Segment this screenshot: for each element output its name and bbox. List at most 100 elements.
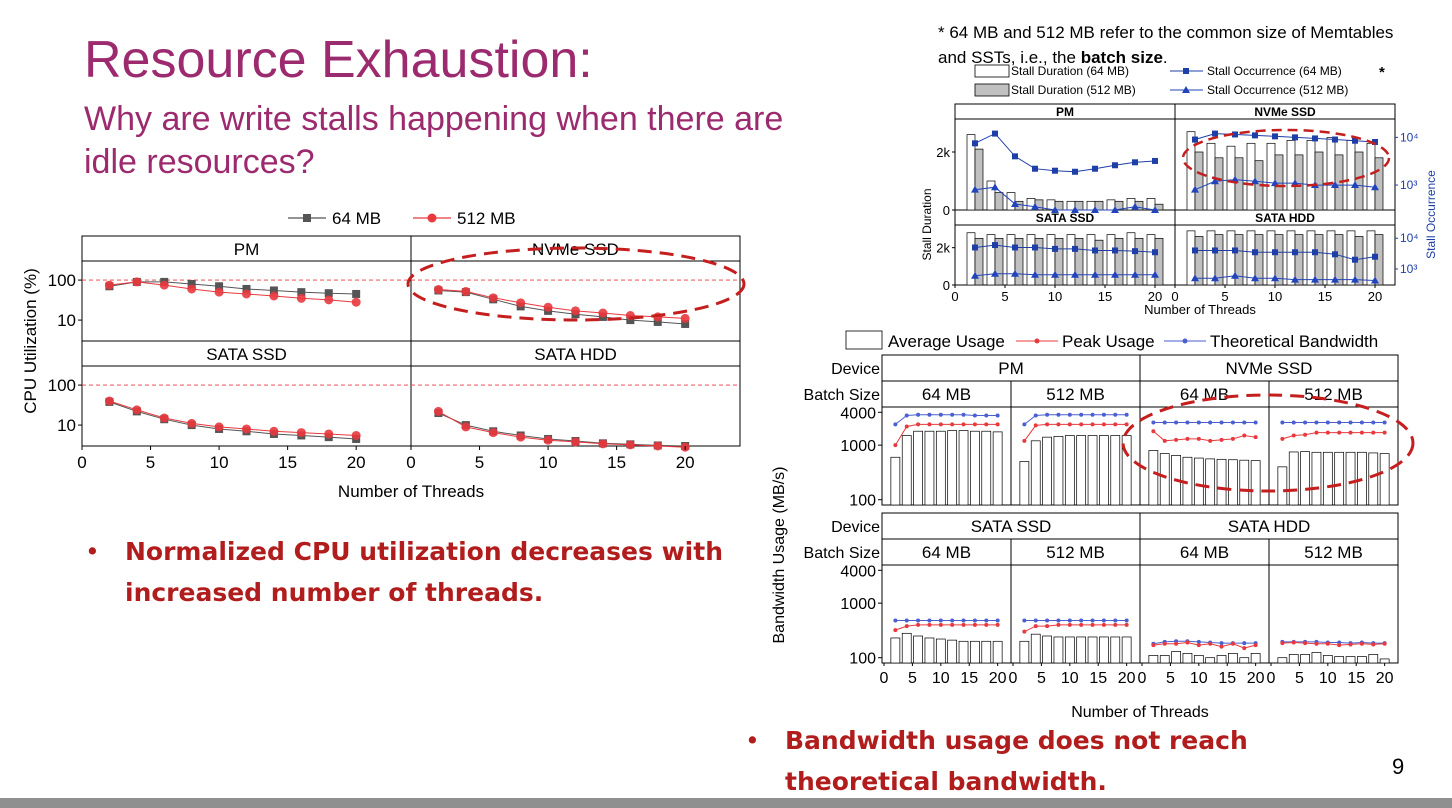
bar-average-usage <box>1110 435 1121 506</box>
bar-duration-512mb <box>1374 157 1384 211</box>
bar-duration-512mb <box>1114 200 1124 211</box>
legend-asterisk: * <box>1379 64 1385 81</box>
data-point-64mb <box>269 286 278 295</box>
data-point-occurrence-512mb <box>1071 270 1079 278</box>
data-point-64mb <box>681 319 690 328</box>
data-point-peak <box>1056 622 1061 627</box>
bar-average-usage <box>947 639 958 664</box>
data-point-peak <box>972 622 977 627</box>
data-point-peak <box>1359 641 1364 646</box>
x-tick-label: 10 <box>1048 289 1062 304</box>
bar-average-usage <box>901 632 912 664</box>
data-point-theoretical <box>995 413 1000 418</box>
data-point-theoretical <box>1022 422 1027 427</box>
data-point-occurrence-64mb <box>1052 167 1058 174</box>
bar-average-usage <box>1148 655 1159 664</box>
series-line-occurrence-64mb <box>974 244 1156 253</box>
bar-average-usage <box>1205 657 1216 664</box>
legend-label: Stall Occurrence (64 MB) <box>1207 64 1342 78</box>
x-tick-label: 0 <box>1138 670 1147 687</box>
data-point-512mb <box>104 396 114 406</box>
data-point-peak <box>1325 430 1330 435</box>
y2-tick-label: 10⁴ <box>1400 231 1419 245</box>
data-point-occurrence-64mb <box>1032 165 1038 172</box>
data-point-occurrence-512mb <box>1371 276 1379 284</box>
data-point-peak <box>950 422 955 427</box>
legend-label: Average Usage <box>888 332 1005 351</box>
bar-duration-512mb <box>1274 234 1284 286</box>
bar-duration-64mb <box>1266 142 1276 211</box>
batch-label-64-mb: 64 MB <box>922 385 971 404</box>
bar-average-usage <box>958 640 969 664</box>
panel-title-sata-hdd: SATA HDD <box>1255 211 1315 225</box>
x-tick-label: 10 <box>1190 670 1208 687</box>
data-point-peak <box>893 443 898 448</box>
panel-title-pm: PM <box>1056 105 1074 119</box>
bar-average-usage <box>1064 435 1075 506</box>
data-point-512mb <box>324 295 334 305</box>
data-point-theoretical <box>893 422 898 427</box>
x-tick-label: 20 <box>676 453 695 472</box>
data-point-64mb <box>215 282 224 291</box>
bar-average-usage <box>1053 435 1064 506</box>
data-point-occurrence-64mb <box>1012 244 1018 251</box>
x-tick-label: 15 <box>1347 670 1365 687</box>
series-line-64-mb <box>109 281 357 295</box>
x-tick-label: 10 <box>1319 670 1337 687</box>
data-point-peak <box>1371 430 1376 435</box>
legend-label: 512 MB <box>457 209 516 228</box>
data-point-peak <box>961 422 966 427</box>
bar-average-usage <box>1193 457 1204 506</box>
bar-average-usage <box>1250 653 1261 664</box>
y-tick-label: 10 <box>57 311 76 330</box>
data-point-peak <box>1196 436 1201 441</box>
bullet-cpu: • Normalized CPU utilization decreases wi… <box>85 531 725 613</box>
data-point-occurrence-64mb <box>1232 247 1238 254</box>
data-point-occurrence-512mb <box>1291 179 1299 187</box>
bar-duration-512mb <box>994 237 1004 286</box>
bar-average-usage <box>1322 655 1333 664</box>
data-point-peak <box>1079 622 1084 627</box>
y-tick-label: 1000 <box>840 438 876 455</box>
data-point-512mb <box>187 284 197 294</box>
bullet-cpu-text: Normalized CPU utilization decreases wit… <box>125 537 723 607</box>
data-point-512mb <box>516 432 526 442</box>
bullet-bandwidth-text: Bandwidth usage does not reach theoretic… <box>785 726 1248 796</box>
data-point-peak <box>1022 629 1027 634</box>
data-point-theoretical <box>904 413 909 418</box>
data-point-theoretical <box>1382 420 1387 425</box>
data-point-peak <box>1325 641 1330 646</box>
series-line-peak <box>894 423 998 446</box>
data-point-occurrence-64mb <box>1052 245 1058 252</box>
data-point-512mb <box>461 422 471 432</box>
bar-average-usage <box>924 637 935 664</box>
data-point-theoretical <box>938 412 943 417</box>
data-point-peak <box>916 422 921 427</box>
data-point-peak <box>1090 422 1095 427</box>
data-point-occurrence-512mb <box>1271 274 1279 282</box>
bar-average-usage <box>1228 653 1238 664</box>
y-tick-label: 100 <box>48 376 76 395</box>
y2-tick-label: 10³ <box>1400 262 1417 276</box>
data-point-512mb <box>242 289 251 299</box>
x-tick-label: 10 <box>539 453 558 472</box>
data-point-64mb <box>242 284 251 293</box>
data-point-peak <box>1101 622 1106 627</box>
legend-label: Stall Duration (64 MB) <box>1011 64 1129 78</box>
data-point-peak <box>1382 641 1387 646</box>
panel-title-nvme-ssd: NVMe SSD <box>1254 105 1316 119</box>
data-point-peak <box>927 422 932 427</box>
bar-average-usage <box>992 640 1003 664</box>
bullet-dot-icon: • <box>85 537 100 566</box>
bar-duration-512mb <box>1314 151 1324 211</box>
highlight-ellipse <box>406 246 746 322</box>
data-point-occurrence-512mb <box>1351 181 1359 189</box>
data-point-theoretical <box>1151 420 1156 425</box>
legend-label: Theoretical Bandwidth <box>1210 332 1378 351</box>
device-row-label: Device <box>831 519 880 536</box>
bar-average-usage <box>1030 440 1041 506</box>
bar-average-usage <box>1250 460 1261 506</box>
slide-subtitle: Why are write stalls happening when ther… <box>84 100 784 181</box>
data-point-theoretical <box>1045 618 1050 623</box>
bandwidth-chart: Average Usage Peak Usage Theoretical Bandw… <box>771 330 1415 721</box>
